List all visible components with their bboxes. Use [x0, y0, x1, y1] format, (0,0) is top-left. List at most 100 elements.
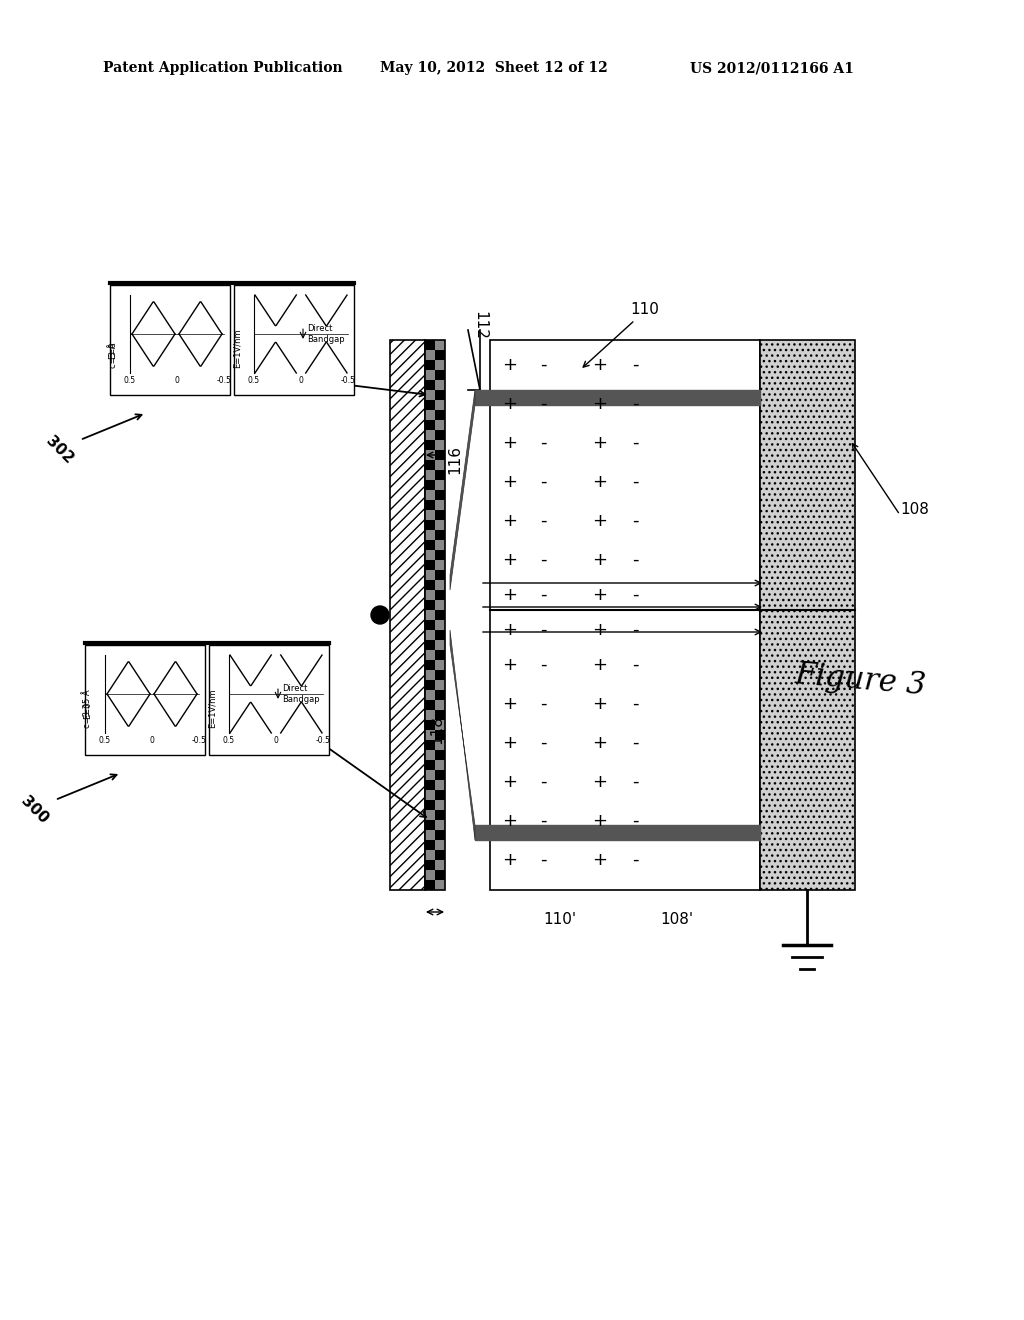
- Bar: [425, 760, 435, 770]
- Text: +: +: [503, 550, 517, 569]
- Text: +: +: [503, 356, 517, 374]
- Bar: [490, 610, 760, 890]
- Text: +: +: [593, 550, 607, 569]
- Text: 0.5: 0.5: [99, 737, 111, 744]
- Bar: [435, 550, 445, 560]
- Bar: [435, 510, 445, 520]
- Text: +: +: [593, 434, 607, 451]
- Bar: [435, 610, 445, 620]
- Text: -: -: [540, 512, 546, 531]
- Bar: [425, 380, 435, 389]
- Text: Direct
Bandgap: Direct Bandgap: [307, 325, 345, 343]
- Bar: [425, 420, 435, 430]
- Text: E=1V/nm: E=1V/nm: [232, 329, 242, 368]
- Text: +: +: [503, 734, 517, 752]
- Text: c=3 Å: c=3 Å: [109, 343, 118, 368]
- Text: +: +: [503, 656, 517, 675]
- Text: -: -: [632, 512, 638, 531]
- Text: +: +: [593, 586, 607, 605]
- Bar: [425, 741, 435, 750]
- Bar: [425, 560, 435, 570]
- Text: +: +: [593, 656, 607, 675]
- Bar: [425, 579, 435, 590]
- Text: +: +: [503, 586, 517, 605]
- Bar: [435, 531, 445, 540]
- Bar: [425, 601, 435, 610]
- Text: -: -: [632, 434, 638, 451]
- Text: 110': 110': [544, 912, 577, 928]
- Text: +: +: [593, 774, 607, 791]
- Text: +: +: [593, 395, 607, 413]
- Text: 300: 300: [17, 793, 51, 826]
- Text: -0.5: -0.5: [216, 376, 231, 385]
- Bar: [85, 645, 205, 755]
- Bar: [425, 500, 435, 510]
- Bar: [425, 341, 435, 350]
- Text: +: +: [503, 473, 517, 491]
- Bar: [435, 730, 445, 741]
- Text: +: +: [503, 851, 517, 869]
- Text: -: -: [632, 586, 638, 605]
- Polygon shape: [450, 630, 475, 840]
- Bar: [425, 620, 435, 630]
- Bar: [425, 341, 445, 890]
- Bar: [425, 780, 435, 789]
- Text: +: +: [593, 812, 607, 830]
- Bar: [425, 540, 435, 550]
- Text: 112: 112: [472, 310, 487, 339]
- Bar: [435, 789, 445, 800]
- Text: -: -: [632, 812, 638, 830]
- Text: 108: 108: [900, 503, 929, 517]
- Text: 108': 108': [660, 912, 693, 928]
- Bar: [435, 830, 445, 840]
- Text: -: -: [632, 656, 638, 675]
- Text: Figure 3: Figure 3: [793, 659, 927, 701]
- Bar: [435, 710, 445, 719]
- Text: -: -: [632, 395, 638, 413]
- Text: -: -: [540, 434, 546, 451]
- Bar: [425, 680, 435, 690]
- Bar: [425, 440, 435, 450]
- Text: -: -: [632, 851, 638, 869]
- Bar: [435, 810, 445, 820]
- Bar: [425, 880, 435, 890]
- Bar: [435, 470, 445, 480]
- Bar: [435, 570, 445, 579]
- Bar: [110, 285, 230, 395]
- Bar: [435, 630, 445, 640]
- Text: +: +: [503, 812, 517, 830]
- Bar: [435, 870, 445, 880]
- Text: c=3.35 Å: c=3.35 Å: [84, 689, 92, 729]
- Text: -: -: [540, 696, 546, 713]
- Text: +: +: [593, 620, 607, 639]
- Bar: [760, 341, 855, 610]
- Text: +: +: [503, 696, 517, 713]
- Bar: [435, 590, 445, 601]
- Bar: [435, 671, 445, 680]
- Text: -: -: [540, 473, 546, 491]
- Text: -: -: [632, 473, 638, 491]
- Bar: [435, 411, 445, 420]
- Text: +: +: [593, 473, 607, 491]
- Text: 0.5: 0.5: [124, 376, 136, 385]
- Text: 0: 0: [150, 737, 155, 744]
- Text: 110: 110: [631, 302, 659, 318]
- Bar: [435, 750, 445, 760]
- Bar: [435, 690, 445, 700]
- Bar: [209, 645, 329, 755]
- Text: 0.5: 0.5: [223, 737, 236, 744]
- Text: +: +: [593, 356, 607, 374]
- Text: -0.5: -0.5: [191, 737, 207, 744]
- Bar: [425, 660, 435, 671]
- Text: E=0: E=0: [84, 701, 92, 719]
- Text: -0.5: -0.5: [341, 376, 355, 385]
- Text: E=0: E=0: [109, 342, 118, 359]
- Text: -: -: [540, 395, 546, 413]
- Bar: [425, 459, 435, 470]
- Text: -: -: [540, 356, 546, 374]
- Circle shape: [371, 606, 389, 624]
- Bar: [435, 649, 445, 660]
- Text: -: -: [540, 586, 546, 605]
- Text: +: +: [593, 696, 607, 713]
- Text: +: +: [593, 512, 607, 531]
